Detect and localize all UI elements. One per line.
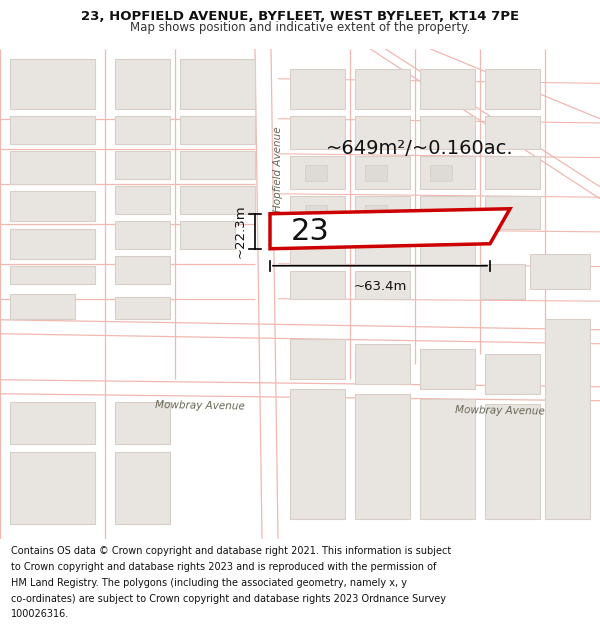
- Bar: [420, 116, 475, 149]
- Bar: [545, 319, 590, 519]
- Text: ~63.4m: ~63.4m: [353, 280, 407, 292]
- Bar: [530, 254, 590, 289]
- Bar: [180, 116, 255, 144]
- Bar: [420, 69, 475, 109]
- Bar: [290, 116, 345, 149]
- Bar: [10, 151, 95, 184]
- Bar: [290, 271, 345, 299]
- Polygon shape: [270, 209, 510, 249]
- Bar: [290, 389, 345, 519]
- Bar: [290, 156, 345, 189]
- Bar: [10, 59, 95, 109]
- Text: 23: 23: [290, 217, 329, 246]
- Bar: [355, 196, 410, 229]
- Bar: [430, 165, 452, 181]
- Bar: [10, 191, 95, 221]
- Bar: [115, 186, 170, 214]
- Bar: [10, 116, 95, 144]
- Bar: [480, 264, 525, 299]
- Text: co-ordinates) are subject to Crown copyright and database rights 2023 Ordnance S: co-ordinates) are subject to Crown copyr…: [11, 594, 446, 604]
- Bar: [115, 452, 170, 524]
- Bar: [420, 399, 475, 519]
- Bar: [485, 69, 540, 109]
- Text: Map shows position and indicative extent of the property.: Map shows position and indicative extent…: [130, 21, 470, 34]
- Bar: [115, 116, 170, 144]
- Bar: [355, 236, 410, 264]
- Bar: [365, 165, 387, 181]
- Text: Mowbray Avenue: Mowbray Avenue: [455, 405, 545, 416]
- Bar: [290, 69, 345, 109]
- Bar: [485, 196, 540, 229]
- Bar: [180, 151, 255, 179]
- Bar: [355, 271, 410, 299]
- Bar: [115, 221, 170, 249]
- Text: to Crown copyright and database rights 2023 and is reproduced with the permissio: to Crown copyright and database rights 2…: [11, 562, 436, 572]
- Bar: [485, 404, 540, 519]
- Bar: [355, 156, 410, 189]
- Bar: [485, 116, 540, 149]
- Bar: [305, 165, 327, 181]
- Text: 100026316.: 100026316.: [11, 609, 69, 619]
- Bar: [485, 354, 540, 394]
- Bar: [355, 394, 410, 519]
- Bar: [305, 205, 327, 221]
- Bar: [290, 196, 345, 229]
- Bar: [180, 186, 255, 214]
- Text: ~649m²/~0.160ac.: ~649m²/~0.160ac.: [326, 139, 514, 158]
- Bar: [420, 156, 475, 189]
- Bar: [115, 297, 170, 319]
- Bar: [420, 349, 475, 389]
- Bar: [115, 59, 170, 109]
- Text: Hopfield Avenue: Hopfield Avenue: [273, 126, 283, 211]
- Bar: [355, 344, 410, 384]
- Bar: [10, 266, 95, 284]
- Bar: [290, 236, 345, 264]
- Bar: [10, 452, 95, 524]
- Bar: [115, 402, 170, 444]
- Text: ~22.3m: ~22.3m: [234, 204, 247, 258]
- Bar: [290, 339, 345, 379]
- Bar: [485, 156, 540, 189]
- Bar: [10, 402, 95, 444]
- Bar: [420, 236, 475, 264]
- Bar: [420, 196, 475, 229]
- Bar: [180, 59, 255, 109]
- Text: HM Land Registry. The polygons (including the associated geometry, namely x, y: HM Land Registry. The polygons (includin…: [11, 578, 407, 587]
- Bar: [115, 256, 170, 284]
- Text: 23, HOPFIELD AVENUE, BYFLEET, WEST BYFLEET, KT14 7PE: 23, HOPFIELD AVENUE, BYFLEET, WEST BYFLE…: [81, 10, 519, 22]
- Bar: [10, 294, 75, 319]
- Text: Mowbray Avenue: Mowbray Avenue: [155, 400, 245, 411]
- Bar: [365, 205, 387, 221]
- Bar: [355, 116, 410, 149]
- Bar: [355, 69, 410, 109]
- Bar: [180, 221, 235, 249]
- Bar: [10, 229, 95, 259]
- Bar: [115, 151, 170, 179]
- Text: Contains OS data © Crown copyright and database right 2021. This information is : Contains OS data © Crown copyright and d…: [11, 546, 451, 556]
